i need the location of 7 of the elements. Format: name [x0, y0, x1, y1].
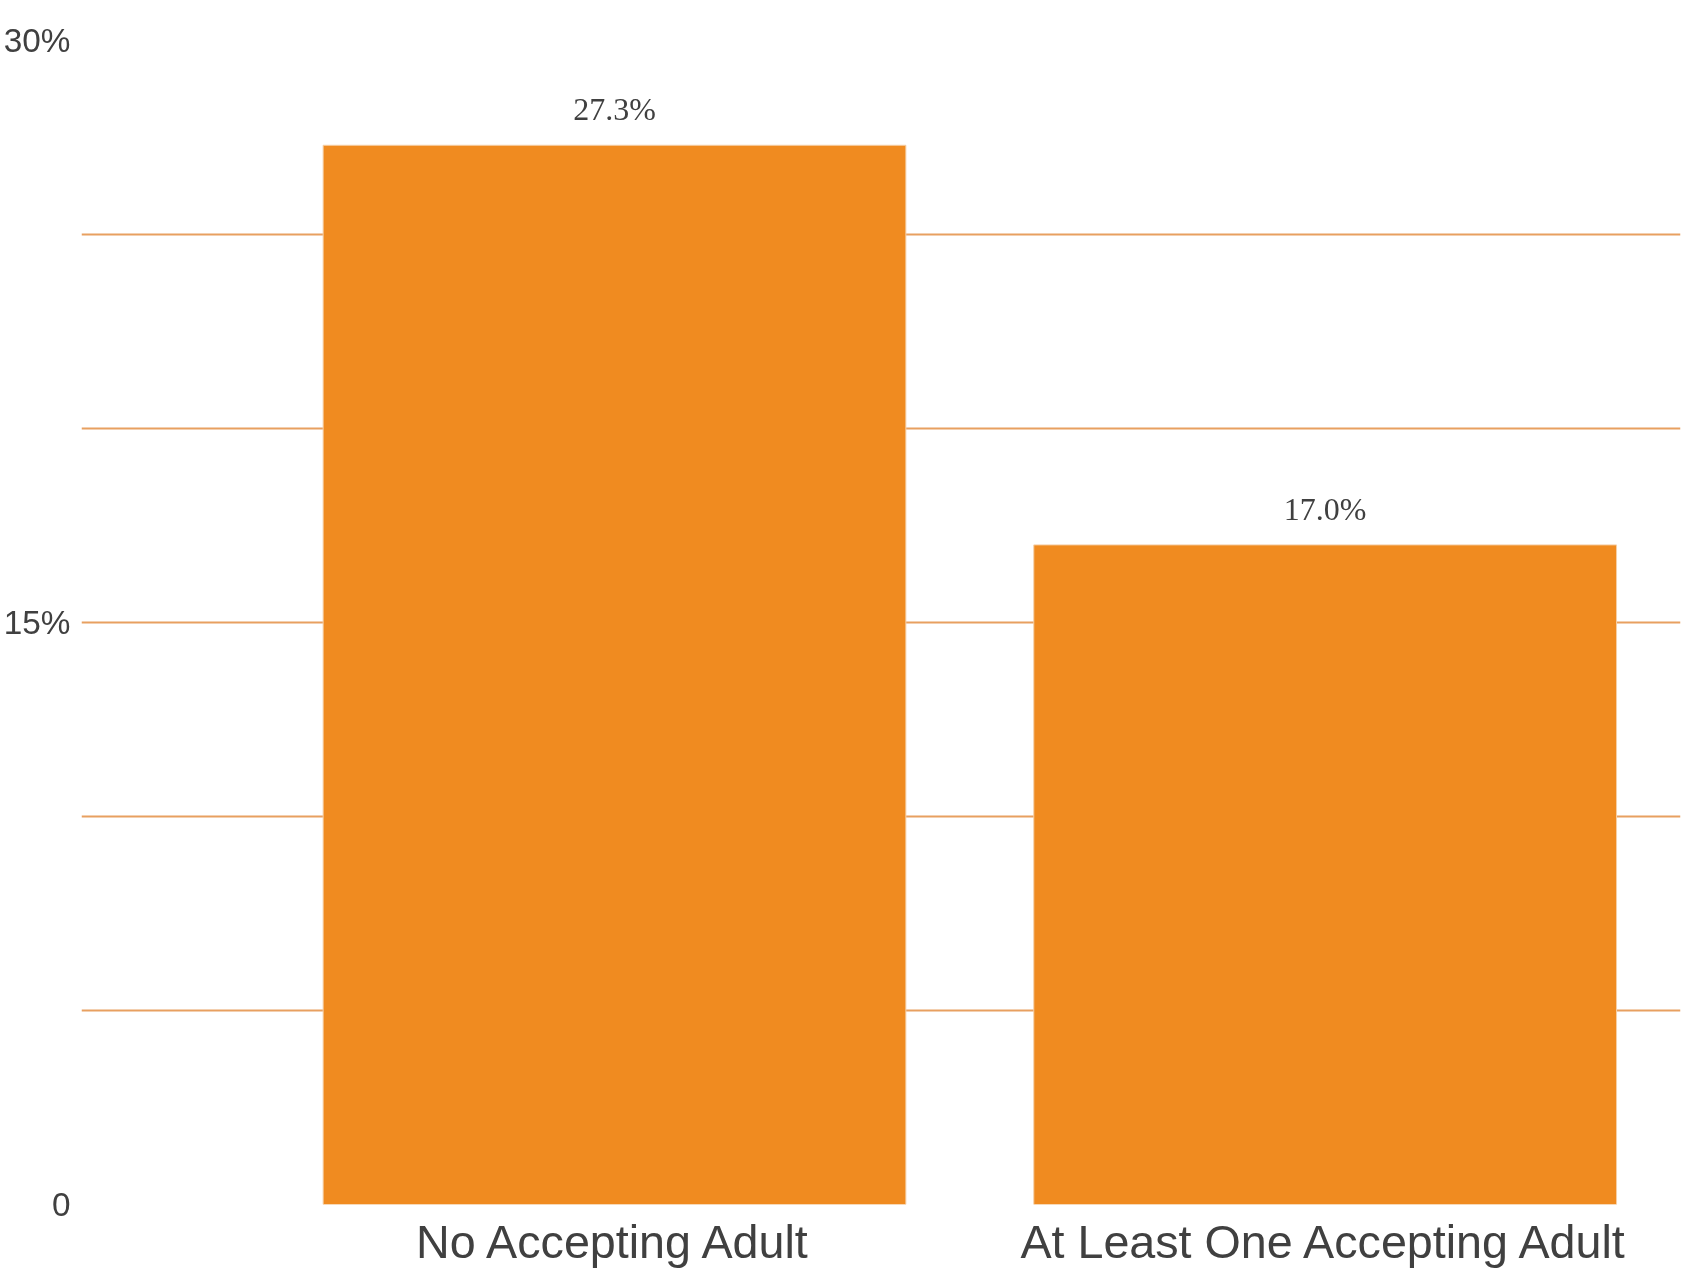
- y-tick-label: 15%: [3, 604, 71, 641]
- x-tick-label: No Accepting Adult: [416, 1215, 808, 1268]
- x-tick-label: At Least One Accepting Adult: [1020, 1215, 1625, 1268]
- data-label: 17.0%: [1283, 490, 1367, 527]
- data-label: 27.3%: [573, 91, 656, 128]
- y-tick-label: 30%: [3, 22, 71, 59]
- y-tick-label: 0: [51, 1186, 71, 1223]
